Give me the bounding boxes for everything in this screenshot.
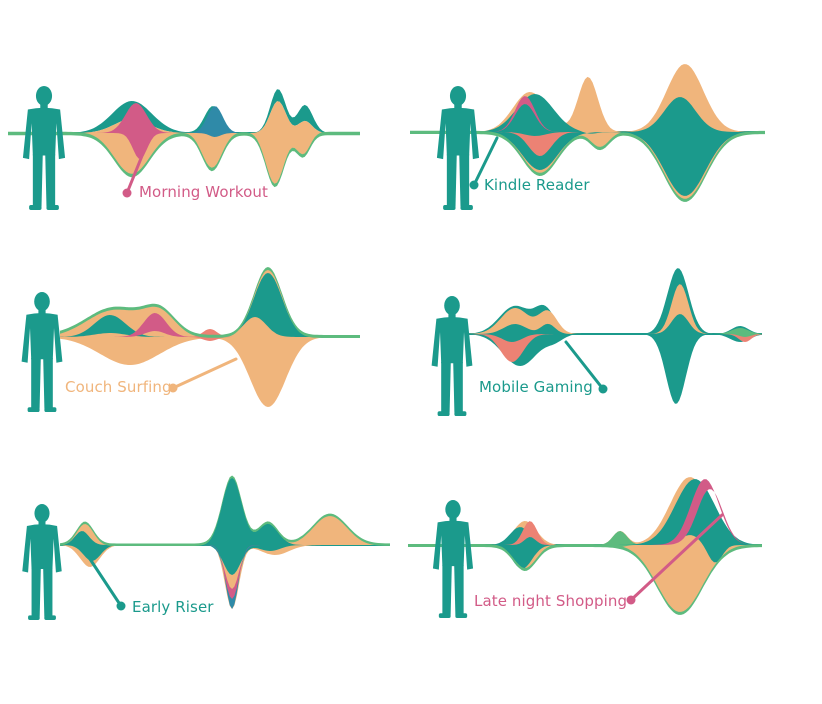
label-mobile-gaming: Mobile Gaming — [479, 378, 593, 396]
p3-person-silhouette — [21, 292, 63, 412]
p5-leader-dot — [116, 601, 126, 611]
p1-orange-band — [8, 101, 360, 185]
label-couch-surfing: Couch Surfing — [65, 378, 172, 396]
p3-leader-line — [171, 357, 238, 390]
p4-leader-line — [564, 340, 605, 391]
label-early-riser: Early Riser — [132, 598, 214, 616]
p5-pink-band — [60, 545, 390, 607]
p3-teal-band — [60, 273, 360, 337]
p2-leader-line — [472, 136, 499, 187]
p4-orange-band-left — [465, 308, 762, 334]
p4-person-silhouette — [431, 296, 473, 416]
label-late-night-shopping: Late night Shopping — [474, 592, 628, 610]
p2-leader-dot — [469, 180, 479, 190]
p3-leader-dot — [168, 383, 178, 393]
p6-leader-dot — [626, 595, 636, 605]
p2-person-silhouette — [436, 86, 480, 210]
p1-leader-line — [125, 144, 148, 195]
p4-salmon-band — [465, 334, 762, 362]
p2-teal-band-right — [410, 97, 765, 196]
label-kindle-reader: Kindle Reader — [484, 176, 590, 194]
p5-person-silhouette — [22, 504, 62, 620]
p1-leader-dot — [122, 188, 132, 198]
p1-person-silhouette — [22, 86, 66, 210]
p6-pink-band — [408, 479, 762, 545]
p4-leader-dot — [598, 384, 608, 394]
p5-leader-line — [86, 554, 123, 608]
p6-leader-line — [629, 513, 724, 602]
p5-teal-band — [60, 477, 390, 575]
label-morning-workout: Morning Workout — [139, 183, 269, 201]
p4-salmon-band-right — [465, 334, 762, 342]
p6-person-silhouette — [432, 500, 474, 618]
